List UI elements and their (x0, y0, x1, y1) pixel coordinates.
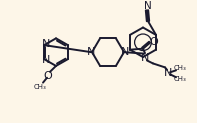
Text: N: N (42, 55, 50, 65)
Text: N: N (42, 39, 50, 49)
Text: N: N (121, 47, 129, 57)
Text: N: N (164, 68, 172, 78)
Text: CH₃: CH₃ (174, 76, 186, 82)
Text: O: O (150, 37, 158, 47)
Text: N: N (87, 47, 95, 57)
Text: CH₃: CH₃ (34, 84, 46, 90)
Text: O: O (44, 71, 52, 81)
Text: CH₃: CH₃ (174, 65, 186, 71)
Text: N: N (141, 53, 149, 62)
Text: N: N (144, 1, 152, 11)
